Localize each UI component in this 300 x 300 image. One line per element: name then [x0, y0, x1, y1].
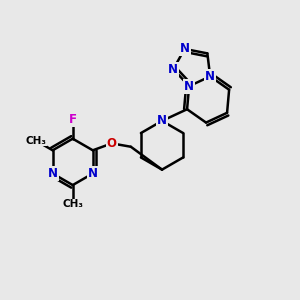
- Text: F: F: [69, 113, 77, 126]
- Text: CH₃: CH₃: [62, 200, 83, 209]
- Text: N: N: [205, 70, 215, 83]
- Text: N: N: [88, 167, 98, 180]
- Text: CH₃: CH₃: [26, 136, 46, 146]
- Text: N: N: [168, 63, 178, 76]
- Text: N: N: [180, 42, 190, 56]
- Text: N: N: [157, 114, 167, 128]
- Text: N: N: [184, 80, 194, 93]
- Text: N: N: [48, 167, 58, 180]
- Text: O: O: [107, 137, 117, 150]
